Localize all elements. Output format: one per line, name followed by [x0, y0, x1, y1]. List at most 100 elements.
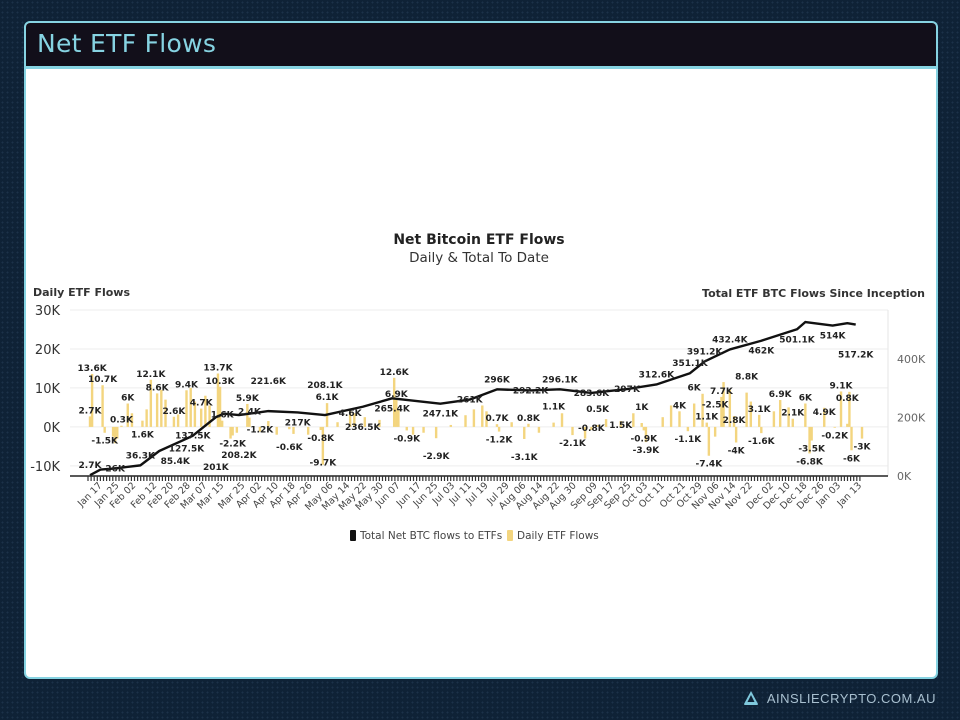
daily-flow-label: 5.9K	[236, 394, 260, 404]
daily-flow-bar	[348, 408, 352, 427]
daily-flow-bar	[172, 416, 176, 427]
daily-flow-bar	[701, 393, 704, 427]
daily-flow-label: 13.6K	[78, 364, 108, 374]
daily-flow-bar	[353, 413, 356, 427]
daily-flow-bar	[692, 403, 696, 427]
daily-flow-bar	[678, 411, 681, 427]
total-flow-label: 208.1K	[307, 381, 343, 391]
daily-flow-bar	[745, 392, 748, 427]
total-flow-label: 462K	[748, 347, 775, 357]
daily-flow-label: 6.9K	[769, 390, 793, 400]
daily-flow-bar	[860, 426, 864, 439]
daily-flow-label: -2.1K	[559, 439, 587, 449]
left-tick-label: 0K	[43, 421, 60, 436]
daily-flow-label: -2.2K	[219, 439, 247, 449]
daily-flow-bar	[583, 426, 587, 439]
daily-flow-bar	[552, 422, 555, 427]
daily-flow-bar	[590, 426, 593, 431]
daily-flow-bar	[88, 416, 92, 427]
daily-flow-label: -0.2K	[821, 432, 849, 442]
left-axis-label: Daily ETF Flows	[33, 286, 130, 299]
daily-flow-label: 8.8K	[735, 373, 759, 383]
daily-flow-label: 6.9K	[385, 390, 409, 400]
daily-flow-bar	[164, 399, 167, 427]
daily-flow-bar	[231, 426, 234, 436]
daily-flow-bar	[661, 417, 664, 427]
right-tick-label: 0K	[897, 470, 912, 483]
daily-flow-label: 6.1K	[316, 393, 340, 403]
daily-flow-label: 9.1K	[830, 381, 854, 391]
daily-flow-label: -3K	[854, 443, 872, 453]
daily-flow-label: 1.5K	[609, 421, 633, 431]
daily-flow-label: -6K	[843, 454, 861, 464]
daily-flow-bar	[537, 426, 541, 433]
daily-flow-bar	[485, 411, 488, 427]
daily-flow-label: -1.6K	[748, 437, 776, 447]
legend-label-total: Total Net BTC flows to ETFs	[359, 530, 502, 542]
daily-flow-label: -1.2K	[486, 436, 514, 446]
daily-flow-label: 3.1K	[748, 405, 772, 415]
legend-swatch-daily	[507, 530, 513, 541]
daily-flow-bar	[208, 405, 211, 427]
daily-flow-bar	[235, 426, 239, 433]
daily-flow-bar	[422, 426, 425, 433]
total-flow-label: 501.1K	[779, 335, 815, 345]
daily-flow-label: 13.7K	[203, 364, 233, 374]
daily-flow-bar	[434, 426, 438, 439]
daily-flow-label: -0.6K	[276, 443, 304, 453]
daily-flow-bar	[839, 391, 843, 427]
daily-flow-bar	[395, 400, 398, 427]
daily-flow-bar	[397, 409, 400, 427]
daily-flow-bar	[116, 426, 119, 439]
daily-flow-bar	[560, 413, 564, 427]
daily-flow-bar	[846, 423, 849, 427]
daily-flow-bar	[204, 395, 207, 427]
total-flow-label: 247.1K	[423, 410, 459, 420]
daily-flow-bar	[288, 426, 291, 430]
daily-flow-label: 0.7K	[486, 414, 510, 424]
daily-flow-bar	[90, 373, 94, 427]
daily-flow-bar	[571, 426, 574, 436]
daily-flow-bar	[728, 389, 732, 427]
daily-flow-label: 4.7K	[190, 399, 214, 409]
daily-flow-label: 6K	[799, 394, 813, 404]
total-flow-line	[89, 320, 856, 477]
daily-flow-bar	[258, 426, 262, 432]
daily-flow-label: -9.7K	[310, 459, 338, 469]
daily-flow-label: 1K	[635, 403, 649, 413]
legend-swatch-total	[350, 530, 356, 541]
right-tick-label: 400K	[897, 353, 926, 366]
daily-flow-label: -0.9K	[393, 434, 421, 444]
daily-flow-bar	[145, 409, 148, 427]
slide-header: Net ETF Flows	[26, 23, 936, 69]
total-flow-label: 391.2K	[687, 347, 723, 357]
daily-flow-bar	[686, 426, 690, 432]
total-flow-label: 2.7K	[79, 461, 103, 471]
daily-flow-bar	[787, 407, 790, 427]
footer-url: AINSLIECRYPTO.COM.AU	[766, 690, 936, 706]
left-tick-label: 30K	[35, 304, 61, 319]
daily-flow-bar	[292, 426, 295, 434]
total-flow-label: 312.6K	[639, 370, 675, 380]
daily-flow-bar	[103, 426, 106, 433]
daily-flow-bar	[713, 426, 717, 437]
total-flow-label: 26K	[105, 464, 126, 474]
daily-flow-bar	[758, 414, 761, 427]
daily-flow-bar	[669, 405, 673, 427]
daily-flow-bar	[808, 426, 811, 454]
daily-flow-bar	[336, 422, 339, 427]
daily-flow-label: 6K	[121, 394, 135, 404]
daily-flow-label: -1.1K	[675, 435, 703, 445]
daily-flow-bar	[160, 389, 163, 427]
daily-flow-label: 10.7K	[88, 375, 118, 385]
total-flow-label: 137.5K	[175, 432, 211, 442]
daily-flow-label: -3.1K	[511, 453, 539, 463]
daily-flow-bar	[126, 403, 129, 427]
daily-flow-label: -3.9K	[633, 446, 661, 456]
daily-flow-bar	[378, 419, 381, 427]
daily-flow-label: 2.1K	[781, 409, 805, 419]
daily-flow-bar	[848, 391, 851, 427]
total-flow-label: 297K	[614, 385, 641, 395]
daily-flow-bar	[791, 418, 794, 427]
daily-flow-bar	[363, 417, 367, 427]
